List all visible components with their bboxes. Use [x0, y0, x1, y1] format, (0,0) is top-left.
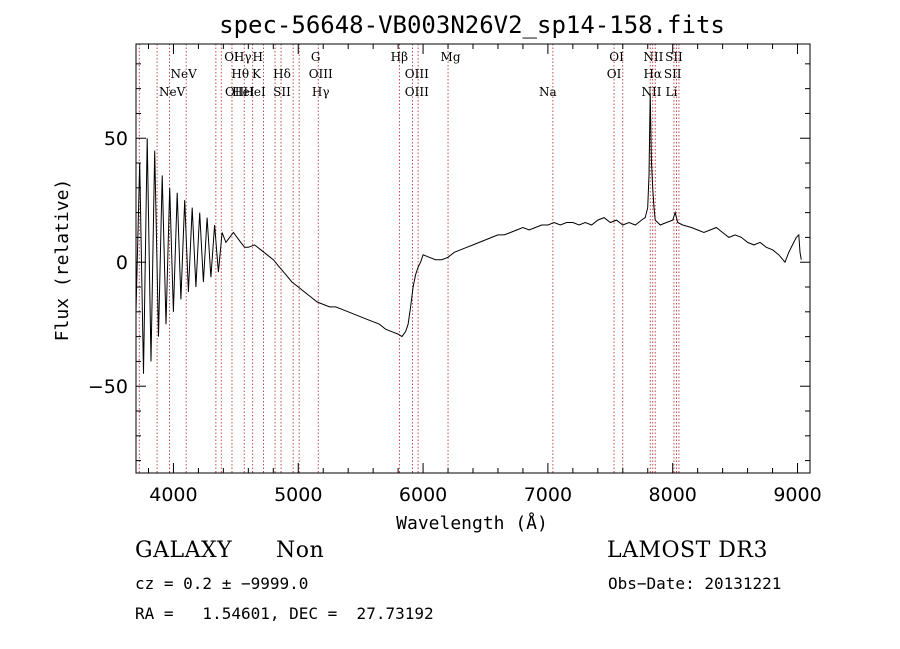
- x-tick-label: 7000: [524, 484, 572, 506]
- redshift-line: cz = 0.2 ± −9999.0: [135, 574, 309, 593]
- spectral-line-label: NeV: [171, 67, 198, 81]
- spectral-line-label: NeV: [159, 85, 186, 99]
- object-class: GALAXY: [135, 538, 233, 563]
- spectral-line-label: HeI: [243, 85, 266, 99]
- y-axis-label: Flux (relative): [52, 179, 73, 342]
- spectral-line-label: OI: [607, 67, 622, 81]
- spectral-line-label: OII: [225, 85, 245, 99]
- spectral-line-label: NII: [643, 50, 663, 64]
- spectral-line-label: Hγ: [312, 85, 330, 99]
- spectral-line-label: OI: [609, 50, 624, 64]
- y-tick-label: −50: [88, 376, 128, 398]
- spectral-line-label: K: [252, 67, 262, 81]
- spectral-line-label: OIII: [405, 85, 429, 99]
- y-tick-label: 50: [104, 128, 128, 150]
- spectral-line-label: Hδ: [273, 67, 291, 81]
- x-tick-label: 4000: [149, 484, 197, 506]
- x-axis-ticks: 4000 5000 6000 7000 8000 9000: [147, 44, 822, 506]
- spectral-line-label: Hθ: [231, 67, 249, 81]
- spectral-line-label: Hβ: [391, 50, 408, 64]
- spectral-line-label: SII: [665, 50, 683, 64]
- spectral-line-label: OI: [224, 50, 239, 64]
- survey-name: LAMOST DR3: [607, 538, 768, 563]
- coordinates-line: RA = 1.54601, DEC = 27.73192: [135, 604, 434, 623]
- spectral-line-label: Mg: [441, 50, 461, 64]
- spectral-line-label: Li: [666, 85, 678, 99]
- spectral-line-labels-layer: NeV NeV OI OII Hγ Hθ HeI HK HeI Hδ SII G OIII Hγ Hβ OII…: [159, 50, 683, 99]
- x-tick-label: 8000: [649, 484, 697, 506]
- spectral-line-label: OIII: [405, 67, 429, 81]
- obs-date-line: Obs−Date: 20131221: [608, 574, 782, 593]
- spectral-line-label: H: [252, 50, 262, 64]
- spectral-line-label: Na: [539, 85, 557, 99]
- spectral-line-label: Hα: [643, 67, 662, 81]
- x-axis-label: Wavelength (Å): [396, 512, 548, 534]
- spectrum-series-layer: [135, 93, 802, 374]
- spectral-line-label: NII: [641, 85, 661, 99]
- spectral-lines-layer: [138, 44, 680, 473]
- spectral-line-label: OIII: [309, 67, 333, 81]
- spectral-line-label: G: [311, 50, 321, 64]
- plot-frame: [135, 43, 811, 474]
- spectral-line-label: Hγ: [234, 50, 252, 64]
- x-tick-label: 6000: [399, 484, 447, 506]
- x-tick-label: 5000: [274, 484, 322, 506]
- y-tick-label: 0: [116, 252, 128, 274]
- spectral-line-label: SII: [664, 67, 682, 81]
- spectral-line-label: SII: [273, 85, 291, 99]
- chart-title: spec-56648-VB003N26V2_sp14-158.fits: [219, 11, 725, 39]
- object-subclass: Non: [276, 538, 325, 563]
- x-tick-label: 9000: [773, 484, 821, 506]
- y-axis-ticks: −50 0 50: [88, 63, 810, 462]
- spectrum-line: [135, 93, 802, 374]
- spectral-line-label: HeI: [232, 85, 255, 99]
